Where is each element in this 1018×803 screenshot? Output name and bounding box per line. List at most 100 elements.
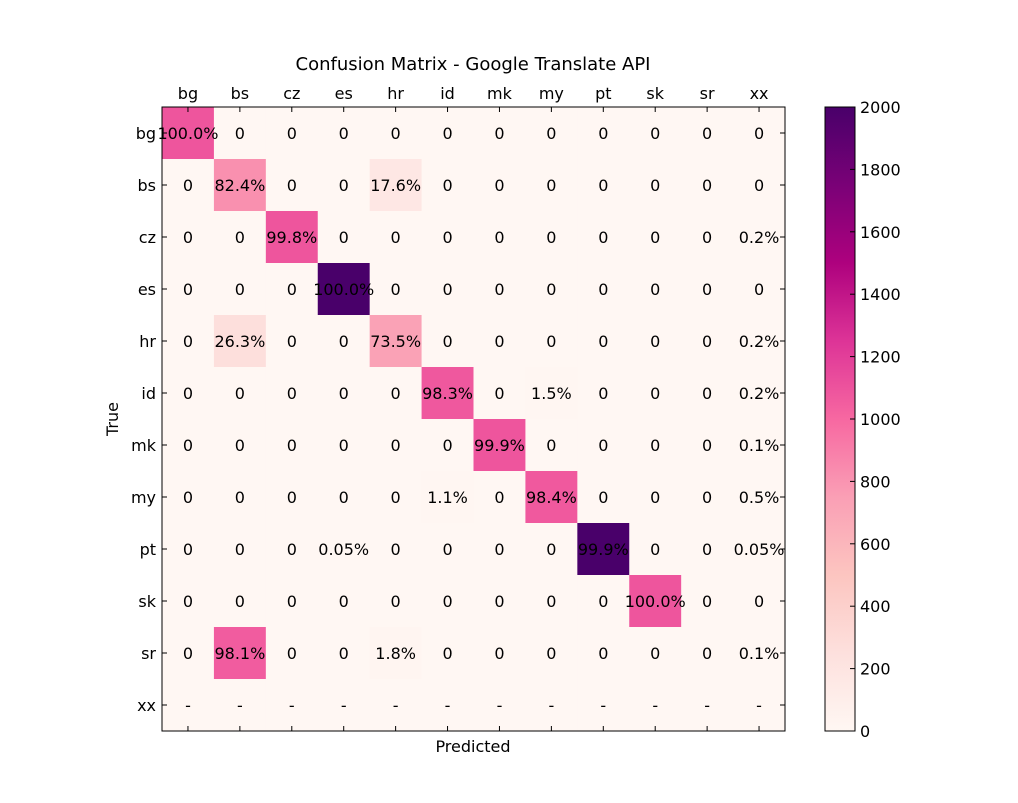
heatmap-cell	[681, 367, 734, 420]
cell-label: 0	[598, 280, 608, 299]
heatmap-cell	[369, 419, 423, 472]
heatmap-cell	[525, 627, 578, 680]
heatmap-cell	[213, 471, 267, 524]
heatmap-cell	[629, 315, 682, 368]
heatmap-cell	[733, 419, 786, 472]
heatmap-cell	[525, 107, 578, 160]
cell-label: 0	[183, 644, 193, 663]
cell-label: 0.1%	[739, 436, 780, 455]
heatmap-cell	[681, 263, 734, 316]
cell-label: 0	[442, 124, 452, 143]
heatmap-cell	[629, 367, 682, 420]
y-tick-label: mk	[131, 436, 157, 455]
heatmap-cell	[681, 419, 734, 472]
cell-label: 0	[339, 176, 349, 195]
cell-label: 0.1%	[739, 644, 780, 663]
heatmap-cell	[369, 523, 423, 576]
cell-label: 0	[287, 644, 297, 663]
heatmap-cell	[317, 159, 371, 212]
heatmap-cell	[265, 315, 319, 368]
heatmap-cell	[265, 211, 319, 264]
cell-label: 0	[650, 644, 660, 663]
heatmap-cell	[681, 575, 734, 628]
cell-label: 98.3%	[422, 384, 473, 403]
cell-label: 1.5%	[531, 384, 572, 403]
heatmap-cell	[473, 107, 526, 160]
cell-label: 0	[442, 592, 452, 611]
heatmap-cell	[681, 107, 734, 160]
y-tick-label: xx	[137, 696, 156, 715]
heatmap-cell	[213, 679, 267, 732]
cell-label: 0.05%	[734, 540, 785, 559]
heatmap-cell	[369, 575, 423, 628]
cell-label: 0	[442, 332, 452, 351]
heatmap-cell	[577, 315, 630, 368]
colorbar-tick-label: 1200	[860, 348, 901, 367]
cell-label: 0	[183, 436, 193, 455]
cell-label: 0	[442, 228, 452, 247]
cell-label: 0	[442, 280, 452, 299]
cell-label: -	[652, 696, 658, 715]
cell-label: 0	[183, 592, 193, 611]
heatmap-cell	[265, 627, 319, 680]
cell-label: -	[393, 696, 399, 715]
cell-label: 0	[494, 124, 504, 143]
cell-label: 0	[183, 540, 193, 559]
cell-label: 0	[494, 644, 504, 663]
cell-label: 0	[702, 488, 712, 507]
heatmap-cell	[213, 627, 267, 680]
cell-label: 0	[494, 280, 504, 299]
cell-label: 0	[598, 384, 608, 403]
cell-label: 0	[546, 332, 556, 351]
y-tick-label: hr	[139, 332, 156, 351]
heatmap-cell	[681, 471, 734, 524]
heatmap-cell	[525, 523, 578, 576]
cell-label: 0	[598, 436, 608, 455]
x-axis-label: Predicted	[435, 737, 510, 756]
heatmap-cell	[317, 263, 371, 316]
cell-label: 0	[546, 124, 556, 143]
x-tick-label: mk	[487, 84, 513, 103]
cell-label: 0	[754, 176, 764, 195]
cell-label: 0	[494, 176, 504, 195]
cell-label: 0.5%	[739, 488, 780, 507]
colorbar-tick-label: 1000	[860, 410, 901, 429]
cell-label: 0.2%	[739, 384, 780, 403]
heatmap-cell	[213, 523, 267, 576]
heatmap-cell	[733, 367, 786, 420]
x-axis-ticks: bg bs cz es hr id mk my pt sk sr xx	[178, 84, 769, 731]
cell-label: 0	[702, 540, 712, 559]
cell-label: 0	[391, 228, 401, 247]
heatmap-cell	[681, 679, 734, 732]
heatmap-cell	[265, 575, 319, 628]
heatmap-cell	[473, 523, 526, 576]
cell-label: 0	[650, 176, 660, 195]
cell-label: 0	[287, 436, 297, 455]
cell-label: 0	[494, 384, 504, 403]
cell-label: 0	[598, 644, 608, 663]
heatmap-cell	[473, 627, 526, 680]
cell-label: 0	[702, 332, 712, 351]
cell-label: 0	[442, 436, 452, 455]
cell-label: 0	[494, 540, 504, 559]
cell-label: 0	[494, 332, 504, 351]
heatmap-cell	[629, 211, 682, 264]
heatmap-cell	[162, 627, 215, 680]
cell-label: 0	[339, 436, 349, 455]
heatmap-cell	[213, 107, 267, 160]
heatmap-cell	[629, 159, 682, 212]
cell-label: 99.9%	[474, 436, 525, 455]
cell-label: 0	[650, 228, 660, 247]
cell-label: 0	[598, 332, 608, 351]
heatmap-cell	[421, 471, 474, 524]
heatmap-cell	[265, 107, 319, 160]
heatmap-cell	[317, 575, 371, 628]
colorbar-tick-label: 600	[860, 535, 891, 554]
cell-label: 0	[287, 332, 297, 351]
heatmap-cell	[473, 315, 526, 368]
heatmap-cell	[681, 159, 734, 212]
cell-label: 26.3%	[214, 332, 265, 351]
plot-frame	[161, 106, 786, 732]
heatmap-cell	[317, 523, 371, 576]
